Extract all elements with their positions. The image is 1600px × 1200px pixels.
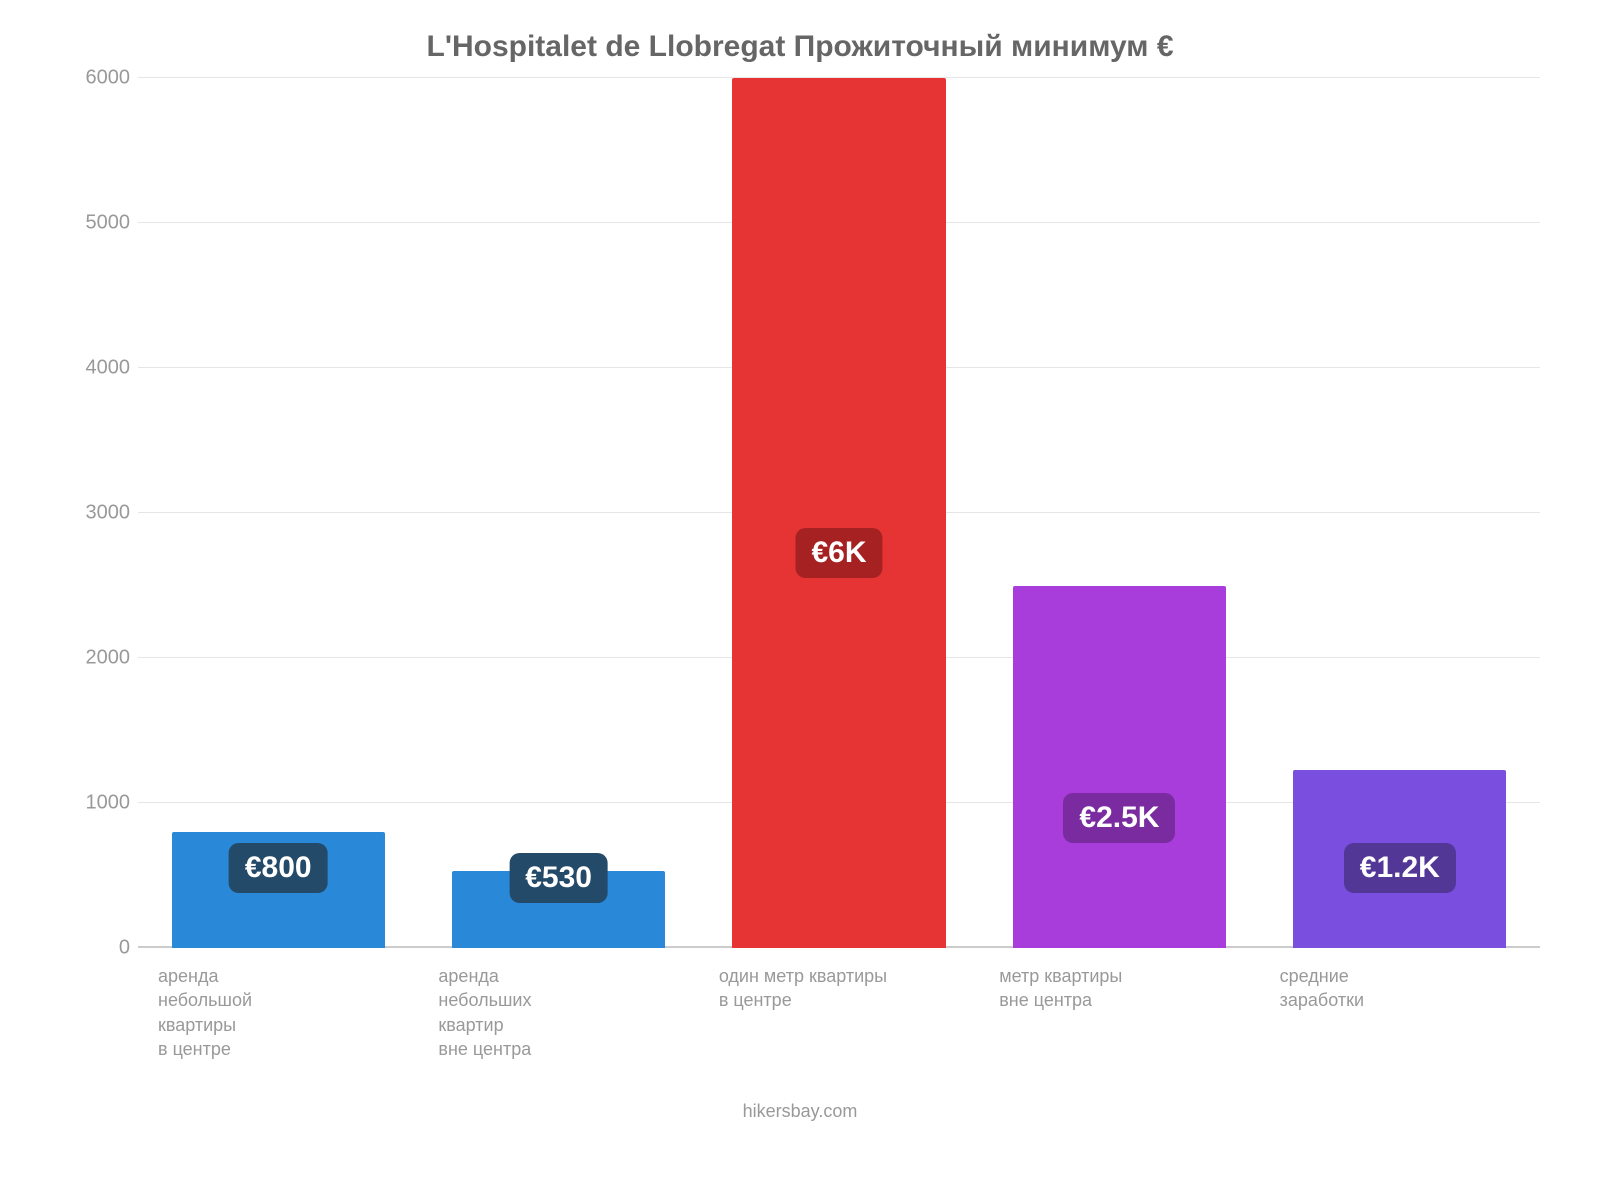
x-axis-label: один метр квартирыв центре	[699, 964, 979, 1061]
bars-container: €800 €530 €6K €2.5K €1.2K	[138, 78, 1540, 948]
y-tick-label: 5000	[86, 212, 131, 235]
x-axis: аренданебольшойквартирыв центреаренданеб…	[138, 964, 1540, 1061]
bar-slot: €800	[138, 78, 418, 948]
value-badge: €530	[509, 853, 608, 903]
bar-slot: €2.5K	[979, 78, 1259, 948]
x-axis-label: аренданебольшойквартирыв центре	[138, 964, 418, 1061]
x-axis-label: средниезаработки	[1260, 964, 1540, 1061]
bar: €2.5K	[1013, 586, 1226, 949]
value-badge: €2.5K	[1063, 793, 1175, 843]
bar-slot: €530	[418, 78, 698, 948]
bar-slot: €1.2K	[1260, 78, 1540, 948]
y-tick-label: 1000	[86, 792, 131, 815]
y-axis: 0100020003000400050006000	[60, 78, 138, 948]
chart-title: L'Hospitalet de Llobregat Прожиточный ми…	[60, 30, 1540, 64]
bar-chart: L'Hospitalet de Llobregat Прожиточный ми…	[0, 0, 1600, 1200]
value-badge: €6K	[795, 528, 882, 578]
x-axis-label: аренданебольшихквартирвне центра	[418, 964, 698, 1061]
bar: €6K	[732, 78, 945, 948]
bar: €800	[172, 832, 385, 948]
value-badge: €800	[229, 843, 328, 893]
chart-footer: hikersbay.com	[60, 1101, 1540, 1122]
y-tick-label: 3000	[86, 502, 131, 525]
value-badge: €1.2K	[1344, 843, 1456, 893]
y-tick-label: 2000	[86, 647, 131, 670]
y-tick-label: 6000	[86, 67, 131, 90]
y-tick-label: 0	[119, 937, 130, 960]
x-axis-label: метр квартирывне центра	[979, 964, 1259, 1061]
bar: €530	[452, 871, 665, 948]
y-tick-label: 4000	[86, 357, 131, 380]
bar-slot: €6K	[699, 78, 979, 948]
plot-area: 0100020003000400050006000 €800€530€6K€2.…	[60, 78, 1540, 948]
bar: €1.2K	[1293, 770, 1506, 948]
